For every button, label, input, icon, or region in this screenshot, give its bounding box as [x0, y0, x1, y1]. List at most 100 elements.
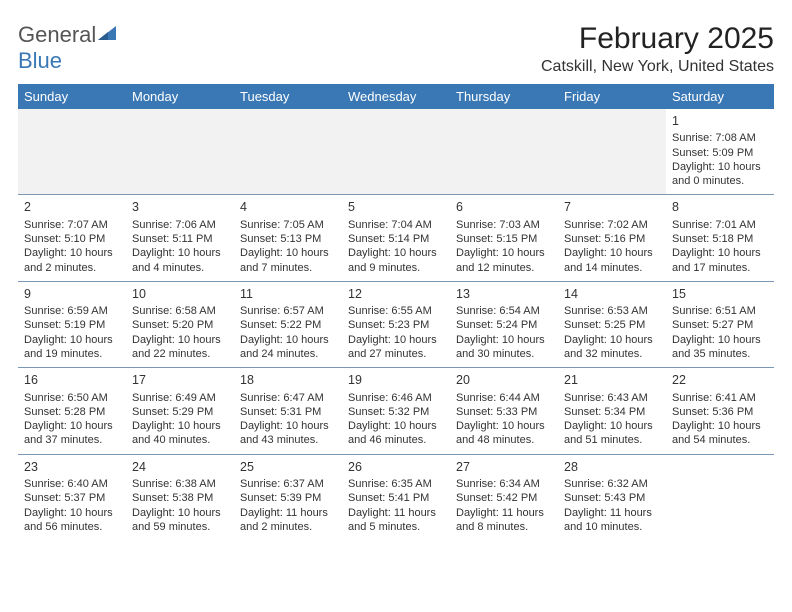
sunrise-text: Sunrise: 7:08 AM [672, 131, 768, 145]
weekday-row: Sunday Monday Tuesday Wednesday Thursday… [18, 84, 774, 109]
logo-text-general: General [18, 22, 96, 47]
day-number: 4 [240, 199, 336, 215]
day-number: 2 [24, 199, 120, 215]
sunrise-text: Sunrise: 7:06 AM [132, 218, 228, 232]
day-number: 1 [672, 113, 768, 129]
calendar-body: 1Sunrise: 7:08 AMSunset: 5:09 PMDaylight… [18, 109, 774, 540]
daylight1-text: Daylight: 10 hours [240, 333, 336, 347]
logo-text-blue: Blue [18, 48, 62, 73]
sunrise-text: Sunrise: 6:44 AM [456, 391, 552, 405]
day-number: 12 [348, 286, 444, 302]
location: Catskill, New York, United States [541, 58, 774, 76]
daylight2-text: and 0 minutes. [672, 174, 768, 188]
day-cell [558, 109, 666, 195]
day-number: 6 [456, 199, 552, 215]
logo: General Blue [18, 22, 118, 74]
daylight2-text: and 56 minutes. [24, 520, 120, 534]
sunset-text: Sunset: 5:36 PM [672, 405, 768, 419]
day-number: 20 [456, 372, 552, 388]
sunset-text: Sunset: 5:20 PM [132, 318, 228, 332]
daylight2-text: and 8 minutes. [456, 520, 552, 534]
daylight2-text: and 43 minutes. [240, 433, 336, 447]
sunrise-text: Sunrise: 6:58 AM [132, 304, 228, 318]
sunset-text: Sunset: 5:09 PM [672, 146, 768, 160]
day-cell: 23Sunrise: 6:40 AMSunset: 5:37 PMDayligh… [18, 454, 126, 540]
daylight1-text: Daylight: 10 hours [456, 246, 552, 260]
week-row: 9Sunrise: 6:59 AMSunset: 5:19 PMDaylight… [18, 281, 774, 367]
day-number: 19 [348, 372, 444, 388]
day-cell: 12Sunrise: 6:55 AMSunset: 5:23 PMDayligh… [342, 281, 450, 367]
weekday-header: Tuesday [234, 84, 342, 109]
daylight2-text: and 54 minutes. [672, 433, 768, 447]
sunrise-text: Sunrise: 6:51 AM [672, 304, 768, 318]
weekday-header: Wednesday [342, 84, 450, 109]
sunset-text: Sunset: 5:29 PM [132, 405, 228, 419]
daylight2-text: and 9 minutes. [348, 261, 444, 275]
daylight1-text: Daylight: 10 hours [348, 246, 444, 260]
sunrise-text: Sunrise: 6:47 AM [240, 391, 336, 405]
day-number: 15 [672, 286, 768, 302]
day-number: 28 [564, 459, 660, 475]
sunrise-text: Sunrise: 6:50 AM [24, 391, 120, 405]
day-cell: 11Sunrise: 6:57 AMSunset: 5:22 PMDayligh… [234, 281, 342, 367]
sunset-text: Sunset: 5:10 PM [24, 232, 120, 246]
day-cell: 15Sunrise: 6:51 AMSunset: 5:27 PMDayligh… [666, 281, 774, 367]
sunset-text: Sunset: 5:38 PM [132, 491, 228, 505]
day-cell: 3Sunrise: 7:06 AMSunset: 5:11 PMDaylight… [126, 195, 234, 281]
sunrise-text: Sunrise: 7:04 AM [348, 218, 444, 232]
day-cell: 19Sunrise: 6:46 AMSunset: 5:32 PMDayligh… [342, 368, 450, 454]
day-cell: 13Sunrise: 6:54 AMSunset: 5:24 PMDayligh… [450, 281, 558, 367]
sunrise-text: Sunrise: 6:55 AM [348, 304, 444, 318]
sunset-text: Sunset: 5:13 PM [240, 232, 336, 246]
daylight1-text: Daylight: 10 hours [132, 246, 228, 260]
sunset-text: Sunset: 5:28 PM [24, 405, 120, 419]
day-cell [126, 109, 234, 195]
daylight1-text: Daylight: 10 hours [672, 333, 768, 347]
logo-mark-icon [96, 22, 118, 40]
daylight1-text: Daylight: 10 hours [24, 333, 120, 347]
daylight2-text: and 32 minutes. [564, 347, 660, 361]
daylight2-text: and 59 minutes. [132, 520, 228, 534]
daylight2-text: and 27 minutes. [348, 347, 444, 361]
sunrise-text: Sunrise: 7:02 AM [564, 218, 660, 232]
sunset-text: Sunset: 5:33 PM [456, 405, 552, 419]
daylight1-text: Daylight: 10 hours [672, 160, 768, 174]
day-number: 21 [564, 372, 660, 388]
logo-text: General Blue [18, 22, 118, 74]
day-cell: 2Sunrise: 7:07 AMSunset: 5:10 PMDaylight… [18, 195, 126, 281]
daylight1-text: Daylight: 10 hours [348, 419, 444, 433]
sunset-text: Sunset: 5:34 PM [564, 405, 660, 419]
sunset-text: Sunset: 5:18 PM [672, 232, 768, 246]
daylight1-text: Daylight: 11 hours [348, 506, 444, 520]
weekday-header: Friday [558, 84, 666, 109]
daylight1-text: Daylight: 10 hours [240, 419, 336, 433]
daylight2-text: and 35 minutes. [672, 347, 768, 361]
day-cell: 8Sunrise: 7:01 AMSunset: 5:18 PMDaylight… [666, 195, 774, 281]
sunset-text: Sunset: 5:11 PM [132, 232, 228, 246]
day-number: 5 [348, 199, 444, 215]
daylight2-text: and 17 minutes. [672, 261, 768, 275]
day-number: 23 [24, 459, 120, 475]
daylight2-text: and 7 minutes. [240, 261, 336, 275]
day-cell: 17Sunrise: 6:49 AMSunset: 5:29 PMDayligh… [126, 368, 234, 454]
day-cell: 14Sunrise: 6:53 AMSunset: 5:25 PMDayligh… [558, 281, 666, 367]
day-number: 8 [672, 199, 768, 215]
day-cell: 24Sunrise: 6:38 AMSunset: 5:38 PMDayligh… [126, 454, 234, 540]
daylight1-text: Daylight: 10 hours [348, 333, 444, 347]
daylight2-text: and 4 minutes. [132, 261, 228, 275]
header: General Blue February 2025 Catskill, New… [18, 22, 774, 76]
day-cell [666, 454, 774, 540]
weekday-header: Sunday [18, 84, 126, 109]
sunrise-text: Sunrise: 6:34 AM [456, 477, 552, 491]
day-cell: 25Sunrise: 6:37 AMSunset: 5:39 PMDayligh… [234, 454, 342, 540]
sunrise-text: Sunrise: 7:05 AM [240, 218, 336, 232]
day-cell: 9Sunrise: 6:59 AMSunset: 5:19 PMDaylight… [18, 281, 126, 367]
daylight2-text: and 30 minutes. [456, 347, 552, 361]
daylight1-text: Daylight: 10 hours [24, 419, 120, 433]
daylight2-text: and 37 minutes. [24, 433, 120, 447]
daylight2-text: and 48 minutes. [456, 433, 552, 447]
calendar-head: Sunday Monday Tuesday Wednesday Thursday… [18, 84, 774, 109]
daylight1-text: Daylight: 11 hours [240, 506, 336, 520]
day-number: 25 [240, 459, 336, 475]
sunrise-text: Sunrise: 6:49 AM [132, 391, 228, 405]
